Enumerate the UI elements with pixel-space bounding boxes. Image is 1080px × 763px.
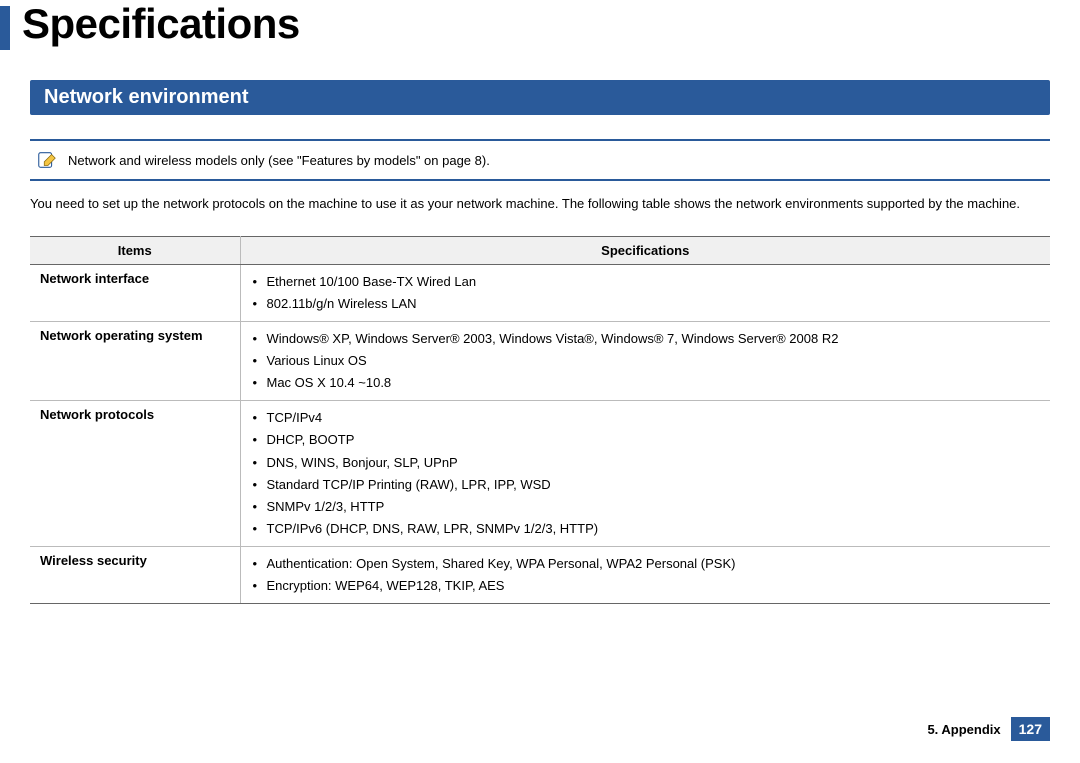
- row-label: Network protocols: [30, 401, 240, 547]
- row-content: Authentication: Open System, Shared Key,…: [240, 546, 1050, 603]
- list-item: Windows® XP, Windows Server® 2003, Windo…: [251, 328, 1041, 350]
- list-item: DNS, WINS, Bonjour, SLP, UPnP: [251, 452, 1041, 474]
- table-row: Wireless security Authentication: Open Sy…: [30, 546, 1050, 603]
- row-content: Ethernet 10/100 Base-TX Wired Lan802.11b…: [240, 264, 1050, 321]
- list-item: Various Linux OS: [251, 350, 1041, 372]
- section-heading: Network environment: [30, 80, 1050, 115]
- table-header-items: Items: [30, 236, 240, 264]
- list-item: Encryption: WEP64, WEP128, TKIP, AES: [251, 575, 1041, 597]
- list-item: TCP/IPv4: [251, 407, 1041, 429]
- bullet-list: Windows® XP, Windows Server® 2003, Windo…: [251, 328, 1041, 394]
- table-header-specs: Specifications: [240, 236, 1050, 264]
- list-item: Standard TCP/IP Printing (RAW), LPR, IPP…: [251, 474, 1041, 496]
- list-item: TCP/IPv6 (DHCP, DNS, RAW, LPR, SNMPv 1/2…: [251, 518, 1041, 540]
- bullet-list: Ethernet 10/100 Base-TX Wired Lan802.11b…: [251, 271, 1041, 315]
- specifications-table: Items Specifications Network interfaceEt…: [30, 236, 1050, 604]
- title-bar: Specifications: [0, 0, 1080, 50]
- page-number: 127: [1011, 717, 1050, 741]
- note-box: Network and wireless models only (see "F…: [30, 139, 1050, 181]
- list-item: Ethernet 10/100 Base-TX Wired Lan: [251, 271, 1041, 293]
- table-row: Network interfaceEthernet 10/100 Base-TX…: [30, 264, 1050, 321]
- intro-paragraph: You need to set up the network protocols…: [30, 195, 1050, 214]
- bullet-list: Authentication: Open System, Shared Key,…: [251, 553, 1041, 597]
- table-row: Network operating system Windows® XP, Win…: [30, 322, 1050, 401]
- row-content: Windows® XP, Windows Server® 2003, Windo…: [240, 322, 1050, 401]
- row-content: TCP/IPv4DHCP, BOOTPDNS, WINS, Bonjour, S…: [240, 401, 1050, 547]
- list-item: SNMPv 1/2/3, HTTP: [251, 496, 1041, 518]
- page-title: Specifications: [22, 0, 300, 48]
- list-item: DHCP, BOOTP: [251, 429, 1041, 451]
- footer-section-label: 5. Appendix: [927, 722, 1000, 737]
- row-label: Network interface: [30, 264, 240, 321]
- list-item: 802.11b/g/n Wireless LAN: [251, 293, 1041, 315]
- note-icon: [36, 149, 58, 171]
- page-footer: 5. Appendix 127: [927, 717, 1050, 741]
- list-item: Authentication: Open System, Shared Key,…: [251, 553, 1041, 575]
- list-item: Mac OS X 10.4 ~10.8: [251, 372, 1041, 394]
- row-label: Network operating system: [30, 322, 240, 401]
- table-row: Network protocolsTCP/IPv4DHCP, BOOTPDNS,…: [30, 401, 1050, 547]
- note-text: Network and wireless models only (see "F…: [68, 153, 490, 168]
- bullet-list: TCP/IPv4DHCP, BOOTPDNS, WINS, Bonjour, S…: [251, 407, 1041, 540]
- row-label: Wireless security: [30, 546, 240, 603]
- title-accent-bar: [0, 6, 10, 50]
